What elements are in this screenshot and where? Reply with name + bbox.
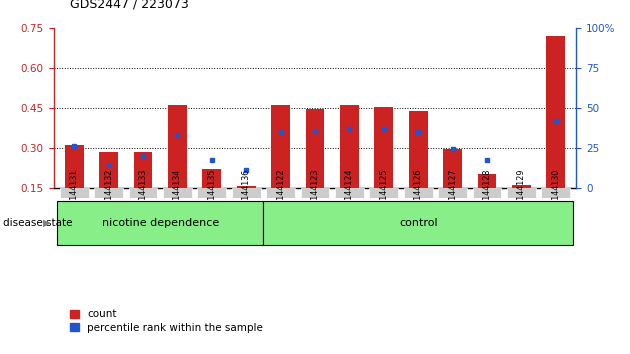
FancyBboxPatch shape [541,188,570,198]
Text: GSM144132: GSM144132 [104,169,113,217]
Bar [237,186,256,188]
Bar [134,152,152,188]
Text: GSM144123: GSM144123 [311,169,319,217]
Text: GSM144125: GSM144125 [379,169,388,217]
Bar [374,107,393,188]
Bar [202,169,221,188]
Text: control: control [399,218,437,228]
Text: GDS2447 / 223073: GDS2447 / 223073 [70,0,188,11]
Text: GSM144128: GSM144128 [483,169,491,217]
FancyBboxPatch shape [197,188,226,198]
Bar [443,149,462,188]
Bar [168,105,187,188]
FancyBboxPatch shape [301,188,329,198]
Bar [340,105,359,188]
Bar [512,185,531,188]
FancyBboxPatch shape [60,188,89,198]
Text: GSM144134: GSM144134 [173,169,182,217]
Text: GSM144130: GSM144130 [551,169,560,217]
Bar [99,152,118,188]
Legend: count, percentile rank within the sample: count, percentile rank within the sample [68,307,265,335]
Bar [65,145,84,188]
FancyBboxPatch shape [263,201,573,245]
Text: GSM144136: GSM144136 [242,169,251,217]
Text: GSM144129: GSM144129 [517,169,526,217]
FancyBboxPatch shape [438,188,467,198]
Text: GSM144131: GSM144131 [70,169,79,217]
Text: GSM144122: GSM144122 [276,169,285,217]
Text: GSM144124: GSM144124 [345,169,354,217]
Text: GSM144135: GSM144135 [207,169,216,217]
Text: ▶: ▶ [43,218,50,228]
Bar [546,36,565,188]
FancyBboxPatch shape [57,201,263,245]
Text: GSM144127: GSM144127 [448,169,457,217]
Text: nicotine dependence: nicotine dependence [101,218,219,228]
Bar [409,110,428,188]
Bar [306,109,324,188]
FancyBboxPatch shape [266,188,295,198]
FancyBboxPatch shape [335,188,364,198]
FancyBboxPatch shape [507,188,536,198]
FancyBboxPatch shape [404,188,433,198]
FancyBboxPatch shape [472,188,501,198]
FancyBboxPatch shape [369,188,398,198]
Text: GSM144133: GSM144133 [139,169,147,217]
FancyBboxPatch shape [129,188,158,198]
FancyBboxPatch shape [94,188,123,198]
FancyBboxPatch shape [163,188,192,198]
Text: disease state: disease state [3,218,72,228]
Bar [478,175,496,188]
Text: GSM144126: GSM144126 [414,169,423,217]
FancyBboxPatch shape [232,188,261,198]
Bar [271,105,290,188]
